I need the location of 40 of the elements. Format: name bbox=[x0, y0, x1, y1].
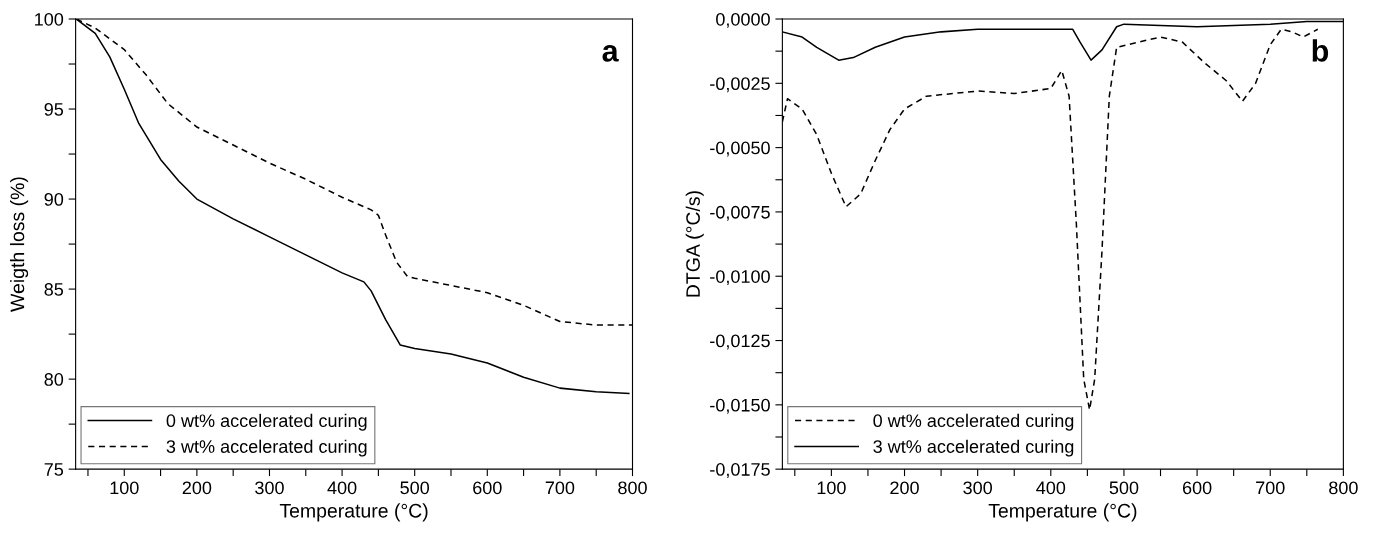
y-tick-label: -0,0150 bbox=[710, 398, 770, 414]
x-tick-label: 800 bbox=[618, 481, 647, 495]
x-tick-label: 800 bbox=[1329, 481, 1358, 495]
x-tick-label: 400 bbox=[327, 481, 357, 495]
y-tick-label: -0,0025 bbox=[710, 77, 770, 93]
y-tick-label: -0,0125 bbox=[710, 334, 770, 350]
y-axis-title: DTGA (°C/s) bbox=[685, 191, 704, 297]
x-tick-label: 600 bbox=[1182, 481, 1212, 495]
x-tick-label: 300 bbox=[255, 481, 284, 495]
x-tick-label: 600 bbox=[473, 481, 502, 495]
y-tick-label: -0,0050 bbox=[710, 141, 770, 157]
annotation: a bbox=[602, 44, 619, 62]
y-tick-label: 85 bbox=[44, 283, 64, 296]
annotation: b bbox=[1312, 39, 1329, 62]
x-tick-label: 100 bbox=[110, 481, 139, 495]
y-tick-label: -0,0075 bbox=[710, 205, 770, 221]
y-tick-label: -0,0175 bbox=[710, 463, 770, 478]
y-tick-label: -0,0100 bbox=[710, 270, 770, 286]
y-tick-label: 95 bbox=[44, 102, 64, 116]
x-tick-label: 500 bbox=[1109, 481, 1139, 495]
y-axis-title: Weigth loss (%) bbox=[10, 177, 29, 312]
x-tick-label: 400 bbox=[1036, 481, 1066, 495]
legend-label: 3 wt% accelerated curing bbox=[873, 439, 1074, 457]
x-tick-label: 700 bbox=[545, 481, 575, 495]
x-axis-title: Temperature (°C) bbox=[988, 503, 1137, 522]
legend-label: 0 wt% accelerated curing bbox=[166, 413, 367, 431]
x-axis-title: Temperature (°C) bbox=[279, 503, 428, 522]
legend-label: 0 wt% accelerated curing bbox=[873, 413, 1074, 431]
x-tick-label: 700 bbox=[1256, 481, 1285, 495]
x-tick-label: 300 bbox=[963, 481, 993, 495]
x-tick-label: 200 bbox=[182, 481, 212, 495]
y-tick-label: 75 bbox=[44, 463, 64, 476]
x-tick-label: 500 bbox=[400, 481, 430, 495]
y-tick-label: 80 bbox=[44, 373, 64, 386]
y-tick-label: 0,0000 bbox=[716, 12, 770, 28]
legend-label: 3 wt% accelerated curing bbox=[166, 439, 367, 457]
x-tick-label: 100 bbox=[817, 481, 846, 495]
x-tick-label: 200 bbox=[890, 481, 919, 495]
y-tick-label: 90 bbox=[44, 193, 64, 206]
y-tick-label: 100 bbox=[35, 12, 64, 26]
